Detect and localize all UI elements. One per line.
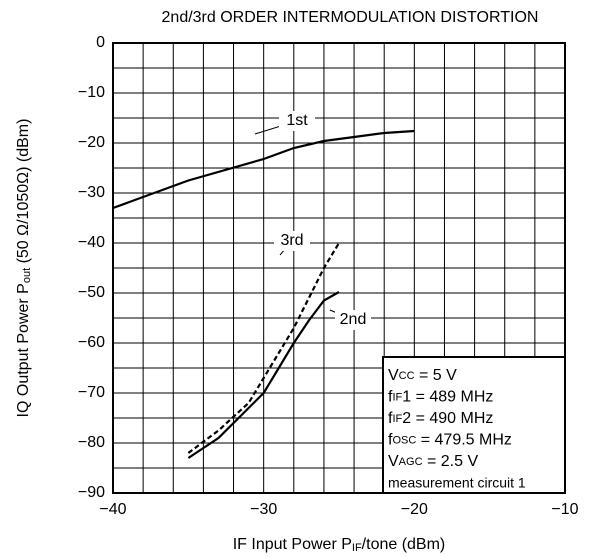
condition-part: = 2.5 V: [423, 453, 479, 470]
y-tick-label: −30: [78, 184, 105, 201]
label-bg: [279, 111, 315, 131]
line-series: [187, 242, 340, 454]
condition-part: IF: [392, 391, 402, 403]
label-bg: [274, 231, 310, 251]
condition-part: V: [388, 453, 399, 470]
condition-line: VAGC = 2.5 V: [388, 453, 478, 470]
y-tick-label: −50: [78, 284, 105, 301]
y-tick-label: −70: [78, 384, 105, 401]
y-tick-label: 0: [96, 34, 105, 51]
series-label: 1st: [286, 112, 308, 129]
condition-part: f: [388, 432, 393, 449]
line-series: [187, 291, 340, 459]
x-tick-label: −30: [250, 501, 277, 518]
condition-part: measurement circuit 1: [388, 474, 526, 490]
condition-part: OSC: [392, 434, 416, 446]
series-label: 3rd: [280, 232, 303, 249]
condition-part: = 5 V: [415, 367, 458, 384]
condition-part: V: [388, 367, 399, 384]
x-tick-label: −40: [99, 501, 126, 518]
line-series: [112, 129, 415, 210]
label-part: IQ Output Power P: [15, 283, 32, 417]
chart-title: 2nd/3rd ORDER INTERMODULATION DISTORTION: [162, 9, 539, 26]
label-part: IF Input Power P: [233, 536, 352, 553]
y-tick-label: −80: [78, 434, 105, 451]
label-part: (50 Ω/1050Ω) (dBm): [15, 119, 32, 268]
label-part: out: [21, 268, 33, 283]
y-tick-label: −40: [78, 234, 105, 251]
series-label: 2nd: [340, 311, 367, 328]
condition-part: f: [388, 389, 393, 406]
y-tick-label: −60: [78, 334, 105, 351]
plot-frame: [112, 42, 566, 494]
y-axis-label: IQ Output Power Pout (50 Ω/1050Ω) (dBm): [15, 119, 33, 418]
label-part: /tone (dBm): [362, 536, 446, 553]
label-part: IF: [352, 542, 362, 554]
condition-part: 1 = 489 MHz: [402, 389, 493, 406]
x-tick-label: −20: [401, 501, 428, 518]
y-tick-label: −20: [78, 134, 105, 151]
y-tick-label: −90: [78, 484, 105, 501]
condition-part: CC: [399, 370, 415, 382]
condition-part: 2 = 490 MHz: [402, 410, 493, 427]
condition-part: IF: [392, 413, 402, 425]
condition-line: fIF2 = 490 MHz: [388, 410, 493, 427]
condition-line: measurement circuit 1: [388, 474, 526, 490]
x-axis-label: IF Input Power PIF/tone (dBm): [233, 536, 446, 554]
condition-part: f: [388, 410, 393, 427]
label-bg: [335, 310, 371, 330]
condition-part: = 479.5 MHz: [416, 432, 512, 449]
condition-part: AGC: [399, 456, 423, 468]
x-tick-label: −10: [551, 501, 578, 518]
condition-line: fIF1 = 489 MHz: [388, 389, 493, 406]
condition-line: fOSC = 479.5 MHz: [388, 432, 512, 449]
condition-line: VCC = 5 V: [388, 367, 457, 384]
conditions-box: [382, 356, 566, 494]
y-tick-label: −10: [78, 84, 105, 101]
